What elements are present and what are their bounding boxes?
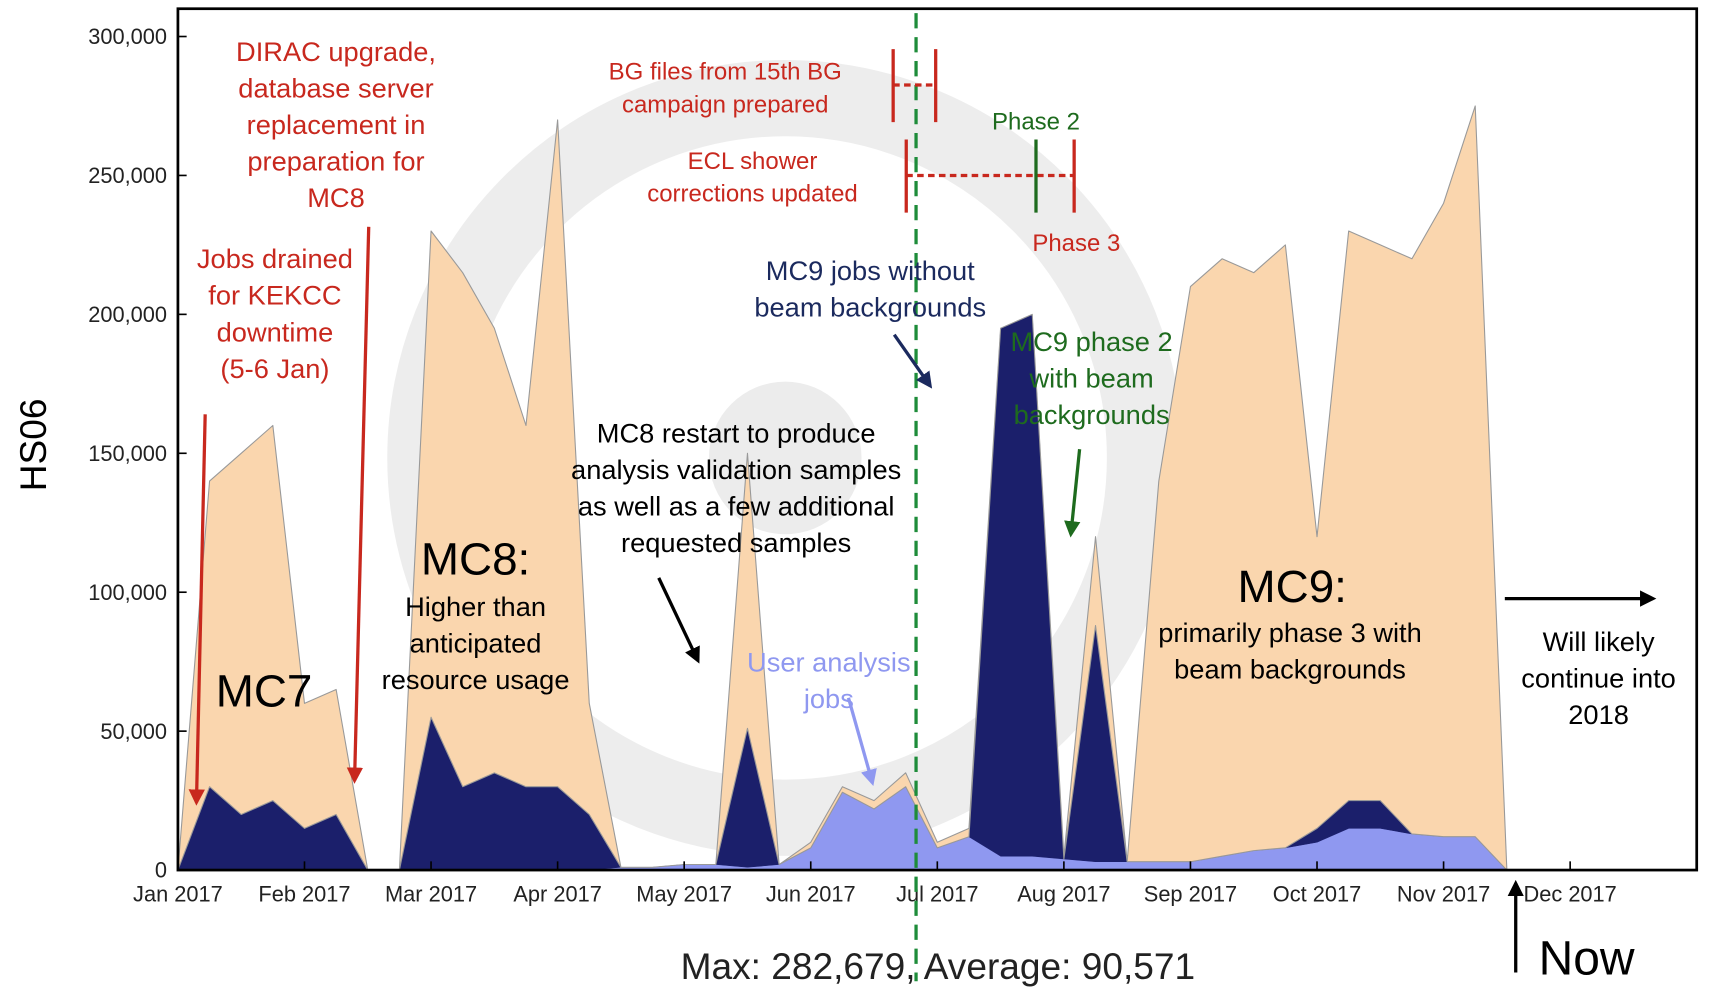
annotation: MC9 jobs without xyxy=(766,255,975,286)
y-tick-label: 0 xyxy=(155,858,167,883)
arrow xyxy=(659,578,698,661)
annotation: campaign prepared xyxy=(622,91,829,118)
chart: 0 50,000 100,000 150,000 200,000 250,000 300,0… xyxy=(0,0,1710,990)
page: {"chart_data": { "type": "area", "stacke… xyxy=(0,0,1710,990)
annotation: (5-6 Jan) xyxy=(220,353,329,384)
annotation: Will likely xyxy=(1543,626,1655,657)
annotation: MC8: xyxy=(421,534,530,585)
annotation: User analysis xyxy=(747,647,911,678)
annotation: beam backgrounds xyxy=(754,292,986,323)
annotation: primarily phase 3 with xyxy=(1158,617,1422,648)
x-tick-label: Nov 2017 xyxy=(1397,882,1490,907)
y-tick-label: 250,000 xyxy=(88,163,167,188)
annotation: resource usage xyxy=(382,664,570,695)
annotation: jobs xyxy=(803,683,854,714)
arrow xyxy=(355,227,369,781)
annotation: replacement in xyxy=(247,109,426,140)
y-tick-label: 100,000 xyxy=(88,580,167,605)
annotation: anticipated xyxy=(410,628,542,659)
annotation: continue into xyxy=(1521,662,1676,693)
annotation: for KEKCC xyxy=(208,280,341,311)
x-tick-label: Jun 2017 xyxy=(766,882,856,907)
annotation: BG files from 15th BG xyxy=(609,59,842,86)
x-tick-label: Dec 2017 xyxy=(1523,882,1616,907)
annotation: beam backgrounds xyxy=(1174,654,1406,685)
annotation: MC9 phase 2 xyxy=(1011,326,1173,357)
arrow xyxy=(894,335,930,386)
x-tick-label: Aug 2017 xyxy=(1017,882,1110,907)
x-tick-label: Apr 2017 xyxy=(513,882,601,907)
annotation: MC7 xyxy=(216,666,313,717)
annotation: as well as a few additional xyxy=(578,491,895,522)
x-tick-label: Sep 2017 xyxy=(1144,882,1237,907)
annotation: MC8 xyxy=(307,182,365,213)
annotation: MC8 restart to produce xyxy=(597,418,876,449)
y-tick-label: 150,000 xyxy=(88,441,167,466)
y-tick-label: 300,000 xyxy=(88,24,167,49)
annotation: Higher than xyxy=(405,591,546,622)
annotation: Jobs drained xyxy=(197,243,353,274)
annotation: DIRAC upgrade, xyxy=(236,36,436,67)
x-tick-label: Jan 2017 xyxy=(133,882,223,907)
annotation: ECL shower xyxy=(688,148,818,175)
arrow xyxy=(1071,449,1080,534)
x-tick-label: May 2017 xyxy=(636,882,732,907)
x-tick-label: Oct 2017 xyxy=(1273,882,1361,907)
x-tick-label: Mar 2017 xyxy=(385,882,477,907)
annotation: preparation for xyxy=(247,146,424,177)
y-axis-title: HS06 xyxy=(12,398,54,491)
x-tick-label: Feb 2017 xyxy=(258,882,350,907)
annotation: requested samples xyxy=(621,527,851,558)
footer: Max: 282,679, Average: 90,571 xyxy=(681,945,1195,987)
annotation: downtime xyxy=(217,316,334,347)
y-tick-label: 50,000 xyxy=(100,719,167,744)
annotation: Phase 2 xyxy=(992,109,1080,136)
annotation: MC9: xyxy=(1238,561,1347,612)
annotation: Phase 3 xyxy=(1032,230,1120,257)
annotation: Now xyxy=(1539,933,1635,986)
annotation: 2018 xyxy=(1568,699,1629,730)
annotation: database server xyxy=(238,73,433,104)
x-tick-label: Jul 2017 xyxy=(896,882,978,907)
annotation: with beam xyxy=(1028,363,1153,394)
annotation: backgrounds xyxy=(1014,399,1170,430)
annotation: analysis validation samples xyxy=(571,454,901,485)
annotation: corrections updated xyxy=(647,181,858,208)
y-tick-label: 200,000 xyxy=(88,302,167,327)
